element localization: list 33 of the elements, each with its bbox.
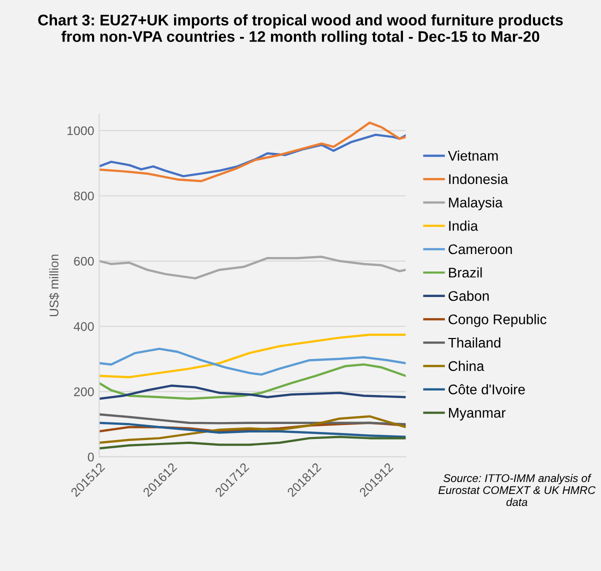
y-axis-title: US$ million xyxy=(49,254,60,316)
y-tick-label: 400 xyxy=(74,322,94,331)
line-series xyxy=(99,122,406,182)
line-series xyxy=(99,384,406,400)
legend-label: China xyxy=(448,360,484,371)
legend-label: Gabon xyxy=(448,290,489,301)
line-series xyxy=(99,348,406,376)
line-series xyxy=(99,413,406,426)
line-series xyxy=(99,422,406,438)
y-tick-label: 600 xyxy=(74,256,94,266)
y-tick-label: 800 xyxy=(74,192,94,200)
legend-label: Vietnam xyxy=(448,150,498,161)
line-series xyxy=(99,422,406,432)
source-note: Source: ITTO-IMM analysis of Eurostat COMEXT & UK HMRC data xyxy=(438,474,596,506)
legend-label: Côte d'Ivoire xyxy=(448,384,525,394)
legend-label: Thailand xyxy=(448,337,500,348)
line-series xyxy=(99,334,406,378)
legend-label: Brazil xyxy=(449,267,482,278)
line-series xyxy=(99,436,406,450)
chart-title: Chart 3: EU27+UK imports of tropical wood and wood furniture products from non-VPA countries - 12 month rolling total - Dec-15 to Mar-20 xyxy=(38,14,563,46)
legend-label: Congo Republic xyxy=(448,314,546,328)
line-series xyxy=(99,134,406,178)
line-series xyxy=(99,256,406,280)
legend-label: Malaysia xyxy=(449,197,503,210)
legend-label: Cameroon xyxy=(448,244,512,254)
legend-label: India xyxy=(449,220,478,231)
y-tick-label: 0 xyxy=(88,452,94,462)
y-tick-label: 200 xyxy=(74,387,94,396)
y-tick-label: 1000 xyxy=(67,126,94,136)
line-series xyxy=(99,363,406,400)
legend-label: Indonesia xyxy=(449,174,508,184)
line-series xyxy=(99,415,406,444)
legend-label: Myanmar xyxy=(449,408,506,420)
